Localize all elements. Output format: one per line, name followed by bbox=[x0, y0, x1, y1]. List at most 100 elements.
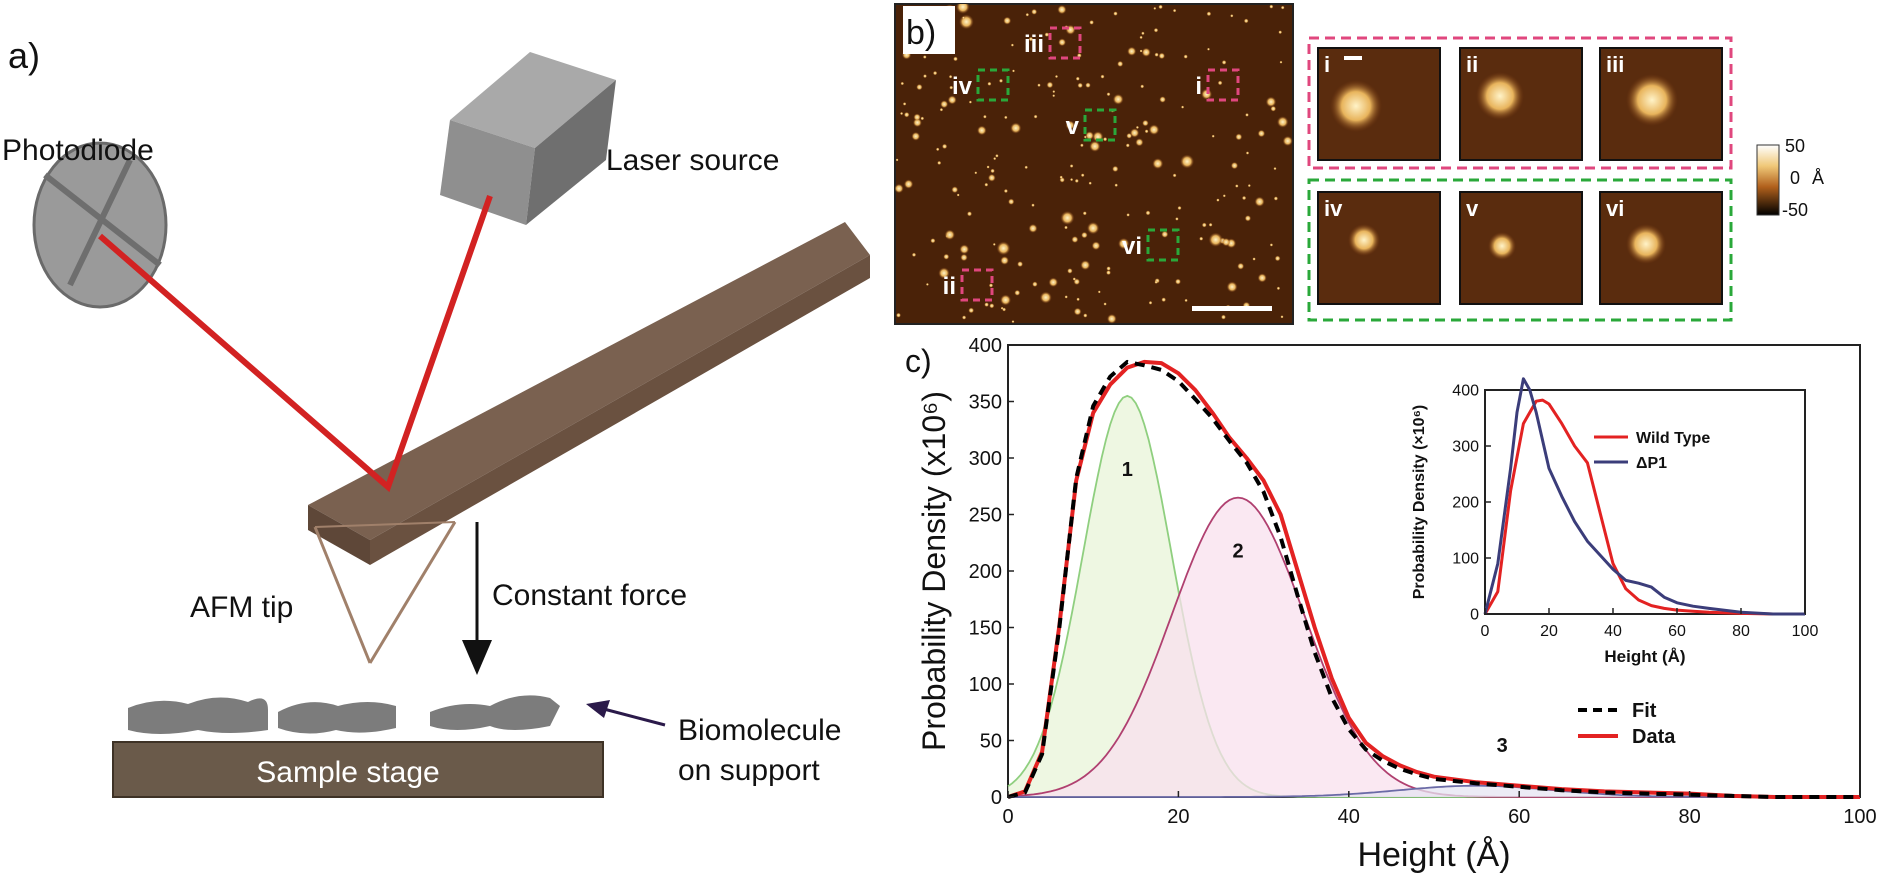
biomolecule-label-line1: Biomolecule bbox=[678, 714, 841, 747]
afm-particle bbox=[959, 244, 970, 255]
laser-beam bbox=[98, 195, 493, 493]
afm-particle bbox=[937, 160, 942, 165]
afm-particle bbox=[1014, 289, 1021, 296]
component-area bbox=[1008, 497, 1860, 797]
afm-particle bbox=[1158, 4, 1163, 10]
afm-particle bbox=[940, 100, 949, 109]
y-tick-label: 400 bbox=[969, 335, 1002, 357]
afm-particle bbox=[1106, 313, 1117, 324]
afm-particle bbox=[1148, 300, 1153, 305]
afm-particle bbox=[1161, 230, 1169, 238]
afm-particle bbox=[1028, 36, 1034, 42]
sample-stage bbox=[112, 741, 604, 798]
afm-particle bbox=[959, 14, 974, 30]
y-tick-label: 350 bbox=[969, 392, 1002, 414]
afm-particle bbox=[1059, 175, 1063, 179]
afm-particle bbox=[1008, 198, 1015, 205]
afm-particle bbox=[1010, 43, 1015, 47]
series-line bbox=[1483, 398, 1805, 616]
zoom-group-pink bbox=[1307, 36, 1733, 170]
afm-particle bbox=[1161, 297, 1167, 303]
afm-particle bbox=[1247, 184, 1251, 188]
afm-particle bbox=[922, 55, 927, 59]
afm-particle bbox=[993, 157, 997, 161]
afm-particle bbox=[1071, 236, 1079, 243]
afm-particle bbox=[930, 238, 936, 244]
photodiode-label: Photodiode bbox=[2, 134, 154, 167]
afm-region-box bbox=[1206, 68, 1240, 102]
y-tick-label: 100 bbox=[969, 674, 1002, 696]
afm-particle bbox=[986, 165, 990, 169]
afm-particle bbox=[1083, 313, 1088, 318]
afm-tip-icon bbox=[313, 521, 457, 664]
afm-particle bbox=[1097, 290, 1101, 294]
afm-particle bbox=[1103, 302, 1107, 306]
afm-image bbox=[894, 3, 1294, 325]
afm-particle bbox=[1207, 47, 1210, 51]
afm-particle bbox=[1235, 184, 1239, 188]
afm-particle bbox=[956, 193, 960, 197]
afm-particle bbox=[1064, 295, 1068, 299]
main-xlabel: Height (Å) bbox=[1357, 836, 1510, 874]
zoom-tile-label: iii bbox=[1606, 52, 1624, 77]
afm-particle bbox=[1269, 4, 1274, 9]
afm-particle bbox=[1276, 116, 1289, 128]
afm-particle bbox=[1080, 173, 1085, 178]
afm-particle bbox=[1273, 167, 1277, 171]
afm-particle bbox=[992, 242, 996, 246]
afm-region-label: ii bbox=[943, 273, 956, 300]
afm-particle bbox=[1139, 49, 1143, 53]
afm-particle bbox=[1221, 60, 1227, 65]
afm-particle bbox=[1153, 6, 1157, 10]
afm-particle bbox=[1075, 76, 1080, 81]
component-label: 1 bbox=[1122, 459, 1133, 481]
afm-particle bbox=[951, 186, 959, 194]
afm-particle bbox=[1102, 137, 1108, 142]
afm-particle bbox=[1064, 225, 1068, 230]
afm-particle bbox=[1100, 74, 1105, 79]
afm-particle bbox=[1117, 60, 1124, 67]
afm-particle bbox=[1118, 237, 1130, 250]
afm-particle bbox=[1039, 291, 1052, 304]
afm-tip-label: AFM tip bbox=[190, 591, 293, 624]
afm-particle bbox=[1074, 178, 1079, 183]
afm-particle bbox=[1046, 81, 1054, 89]
afm-particle bbox=[1012, 69, 1015, 73]
y-tick-label: 150 bbox=[969, 618, 1002, 640]
afm-particle bbox=[966, 211, 973, 217]
afm-particle bbox=[1060, 210, 1075, 225]
afm-particle bbox=[938, 267, 950, 279]
afm-region-label: iii bbox=[1024, 31, 1044, 58]
afm-particle bbox=[902, 102, 907, 106]
afm-particle bbox=[1054, 74, 1059, 79]
afm-particle bbox=[995, 154, 999, 158]
afm-particle bbox=[943, 253, 950, 260]
afm-particle bbox=[1257, 129, 1266, 138]
afm-particle bbox=[939, 107, 944, 112]
afm-particle bbox=[1154, 280, 1158, 284]
afm-particle bbox=[1237, 262, 1245, 270]
zoom-tile-label: i bbox=[1324, 52, 1330, 77]
inset-legend-wt-label: Wild Type bbox=[1636, 430, 1710, 447]
afm-particle bbox=[944, 229, 955, 240]
afm-particle bbox=[1091, 241, 1101, 251]
afm-particle bbox=[953, 56, 958, 62]
x-tick-label: 80 bbox=[1678, 806, 1700, 828]
afm-particle bbox=[1257, 273, 1267, 283]
zoom-particle bbox=[1330, 80, 1382, 132]
afm-particle bbox=[925, 282, 929, 286]
laser-source-label: Laser source bbox=[606, 144, 779, 177]
afm-particle bbox=[1011, 320, 1015, 324]
afm-region-box bbox=[976, 68, 1010, 102]
afm-particle bbox=[1183, 54, 1188, 59]
afm-particle bbox=[1127, 46, 1137, 56]
afm-particle bbox=[1208, 222, 1213, 227]
afm-particle bbox=[1106, 270, 1111, 276]
afm-particle bbox=[990, 168, 995, 174]
panel-c: c) 123 0 20 40 60 80 100050100150200250300350… bbox=[905, 335, 1877, 874]
afm-particle bbox=[1000, 294, 1012, 306]
inset-plot-frame bbox=[1484, 389, 1806, 615]
afm-particle bbox=[1126, 213, 1130, 217]
afm-particle bbox=[932, 70, 938, 76]
afm-particle bbox=[1033, 114, 1038, 119]
